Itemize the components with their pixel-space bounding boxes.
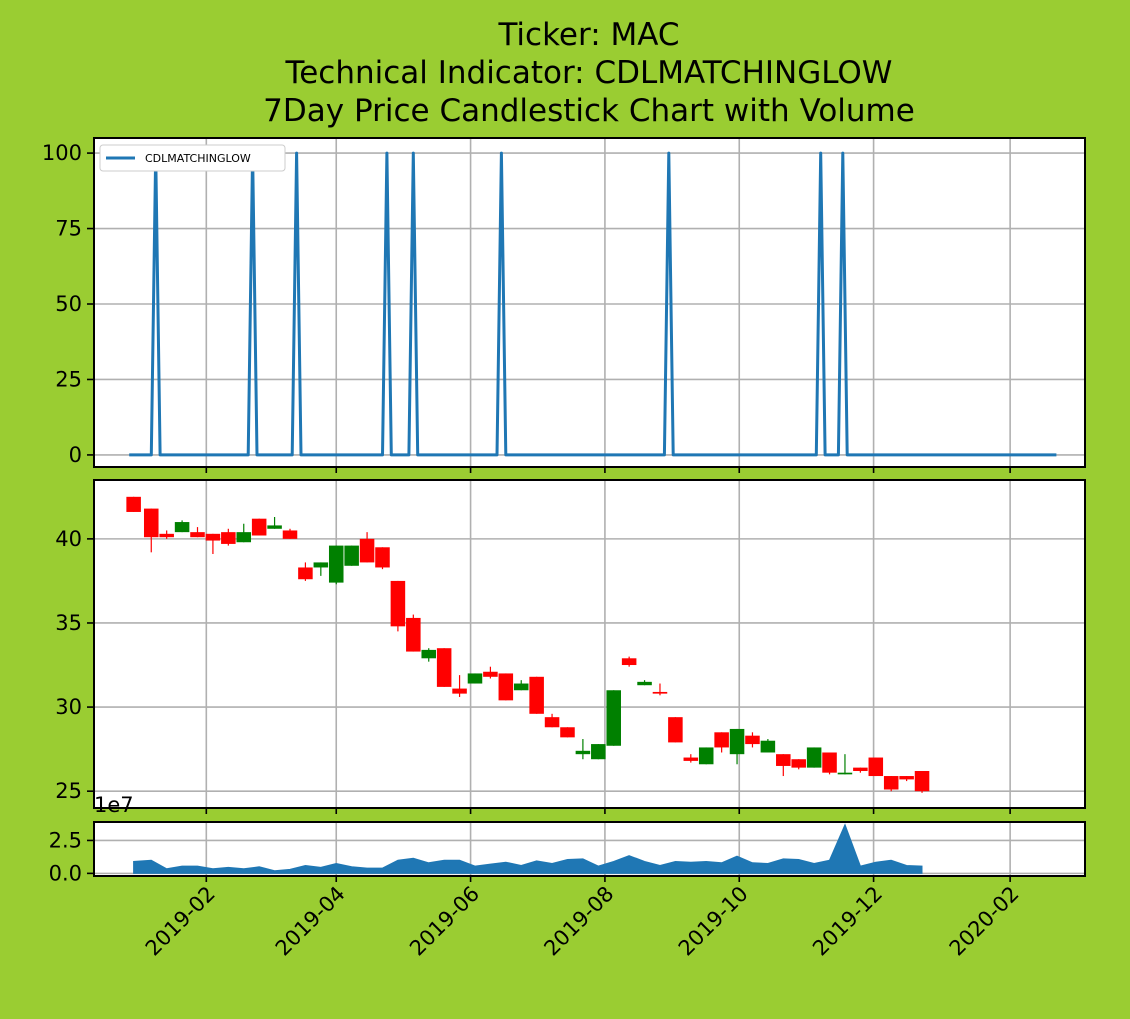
indicator-series <box>129 151 1057 457</box>
candle-body <box>760 740 776 753</box>
x-tick-label: 2020-02 <box>945 882 1024 961</box>
candle-body <box>544 717 560 728</box>
candle-body <box>560 727 575 738</box>
candle-body <box>406 617 421 652</box>
candle-body <box>714 732 729 748</box>
y-tick-label: 0.0 <box>49 861 82 885</box>
candle-body <box>652 691 668 694</box>
candle-body <box>637 681 652 686</box>
x-tick-label: 2019-04 <box>271 882 350 961</box>
volume-offset-label: 1e7 <box>94 793 134 817</box>
candle-body <box>221 532 236 544</box>
candle-body <box>251 518 267 536</box>
candle-body <box>328 545 344 583</box>
y-tick-label: 50 <box>55 292 82 316</box>
candle-body <box>452 688 467 694</box>
candle-body <box>899 776 914 780</box>
candle-body <box>575 750 591 755</box>
price-grid <box>94 480 1085 808</box>
y-tick-label: 2.5 <box>49 828 82 852</box>
y-tick-label: 35 <box>55 611 82 635</box>
candle-body <box>190 532 205 538</box>
candle-body <box>375 547 390 568</box>
candlestick-series <box>126 496 930 793</box>
candle-body <box>529 676 544 714</box>
candle-body <box>883 776 899 790</box>
candle-body <box>776 754 791 766</box>
candle-body <box>421 649 437 659</box>
candle-body <box>205 533 221 541</box>
candle-body <box>698 747 714 765</box>
title-line-ticker: Ticker: MAC <box>497 17 679 53</box>
candle-body <box>853 767 868 771</box>
y-tick-label: 0 <box>69 443 82 467</box>
price-panel: 25 30 35 40 <box>55 479 1086 814</box>
candle-body <box>868 757 884 777</box>
title-line-description: 7Day Price Candlestick Chart with Volume <box>263 93 915 129</box>
title-line-indicator: Technical Indicator: CDLMATCHINGLOW <box>285 55 893 91</box>
x-tick-label: 2019-06 <box>405 882 484 961</box>
legend: CDLMATCHINGLOW <box>99 144 286 172</box>
candle-body <box>513 683 529 691</box>
candle-body <box>683 757 699 761</box>
candle-body <box>236 532 252 543</box>
y-tick-label: 75 <box>55 217 82 241</box>
x-tick-label: 2019-08 <box>539 882 618 961</box>
y-tick-label: 40 <box>55 527 82 551</box>
price-panel-frame <box>93 479 1086 809</box>
x-tick-label: 2019-12 <box>808 882 887 961</box>
candle-body <box>359 538 375 563</box>
candle-body <box>344 545 359 566</box>
price-panel-border <box>93 479 1086 809</box>
volume-panel: 0.02.5 2019-02 2019-04 2019-06 2019-08 2019-… <box>49 793 1086 961</box>
candle-body <box>914 770 930 792</box>
volume-series <box>133 823 923 874</box>
candle-body <box>498 673 514 701</box>
candle-body <box>390 580 406 627</box>
candle-body <box>729 728 745 755</box>
chart-title: Ticker: MAC Technical Indicator: CDLMATC… <box>263 17 915 129</box>
candle-body <box>436 648 452 687</box>
indicator-panel-border <box>93 137 1086 468</box>
y-tick-label: 25 <box>55 779 82 803</box>
indicator-panel-frame <box>93 137 1086 468</box>
volume-x-axis: 2019-02 2019-04 2019-06 2019-08 2019-10 2019-… <box>141 876 1024 961</box>
candle-body <box>606 690 621 746</box>
y-tick-label: 25 <box>55 367 82 391</box>
candle-body <box>837 772 853 775</box>
candle-body <box>591 744 606 760</box>
candle-body <box>621 658 637 666</box>
legend-label: CDLMATCHINGLOW <box>145 152 251 165</box>
candle-body <box>483 671 498 677</box>
price-y-axis: 25 30 35 40 <box>55 527 94 803</box>
candle-body <box>282 530 298 539</box>
candle-body <box>143 508 159 538</box>
candle-body <box>745 735 760 745</box>
y-tick-label: 30 <box>55 695 82 719</box>
candle-body <box>791 759 806 768</box>
volume-panel-border <box>93 821 1086 877</box>
indicator-line <box>129 151 1057 457</box>
indicator-y-axis: 0 25 50 75 100 <box>42 141 94 467</box>
volume-area <box>133 823 923 874</box>
candle-body <box>822 752 837 773</box>
candle-body <box>126 496 141 512</box>
candle-body <box>159 533 174 538</box>
x-tick-label: 2019-02 <box>141 882 220 961</box>
legend-box <box>99 144 286 172</box>
candle-body <box>668 717 683 743</box>
candle-body <box>467 673 483 684</box>
y-tick-label: 100 <box>42 141 82 165</box>
candle-body <box>313 562 329 568</box>
indicator-panel: 0 25 50 75 100 CDLMATCHINGLOW <box>42 137 1086 473</box>
x-tick-label: 2019-10 <box>674 882 753 961</box>
candle-body <box>806 747 822 768</box>
candle-body <box>298 567 313 580</box>
candle-body <box>174 522 190 533</box>
volume-y-axis: 0.02.5 <box>49 828 94 885</box>
candle-body <box>267 525 282 529</box>
